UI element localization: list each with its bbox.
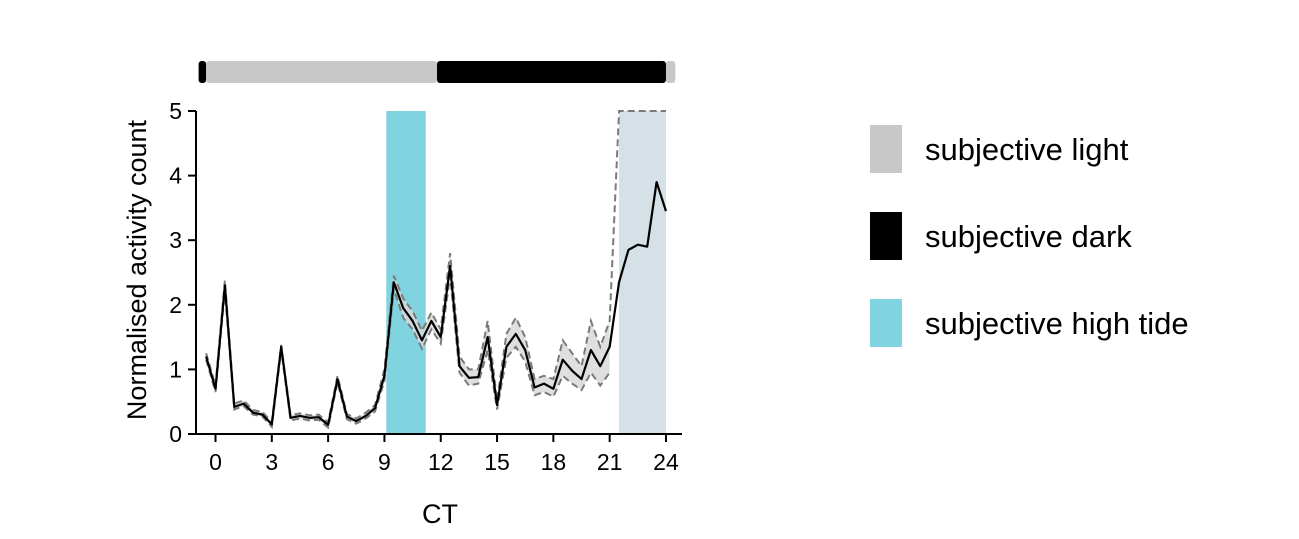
x-tick-label: 21 — [597, 449, 623, 475]
x-tick-label: 24 — [653, 449, 679, 475]
y-tick-label: 3 — [169, 227, 182, 253]
legend-label: subjective dark — [925, 219, 1132, 254]
x-tick-label: 6 — [322, 449, 335, 475]
y-ticks: 0 1 2 3 4 5 — [169, 98, 196, 447]
legend-label: subjective light — [925, 132, 1129, 167]
y-tick-label: 0 — [169, 421, 182, 447]
legend: subjective light subjective dark subjectiv… — [870, 125, 1189, 347]
x-axis-title: CT — [422, 499, 458, 529]
y-tick-label: 5 — [169, 98, 182, 124]
x-tick-label: 18 — [541, 449, 567, 475]
x-tick-label: 12 — [428, 449, 454, 475]
legend-swatch — [870, 212, 902, 260]
y-tick-label: 2 — [169, 292, 182, 318]
x-tick-label: 9 — [378, 449, 391, 475]
axes — [195, 111, 682, 435]
mean-activity-line — [205, 180, 668, 427]
legend-swatch — [870, 125, 902, 173]
next-high-tide-band — [619, 111, 666, 434]
bands-layer — [386, 111, 666, 434]
light-dark-bar — [198, 61, 676, 83]
x-tick-label: 3 — [265, 449, 278, 475]
x-ticks: 0 3 6 9 12 15 18 21 24 — [209, 434, 679, 475]
legend-swatch — [870, 299, 902, 347]
legend-label: subjective high tide — [925, 306, 1189, 341]
x-tick-label: 15 — [484, 449, 510, 475]
series-lines-layer — [205, 110, 668, 430]
y-tick-label: 4 — [169, 163, 182, 189]
x-tick-label: 0 — [209, 449, 222, 475]
subjective-dark-segment — [436, 61, 666, 83]
subjective-light-segment — [665, 61, 676, 83]
y-axis-title: Normalised activity count — [122, 119, 152, 420]
subjective-light-segment — [206, 61, 437, 83]
y-tick-label: 1 — [169, 356, 182, 382]
high-tide-band — [386, 111, 426, 434]
subjective-dark-segment — [198, 61, 207, 83]
